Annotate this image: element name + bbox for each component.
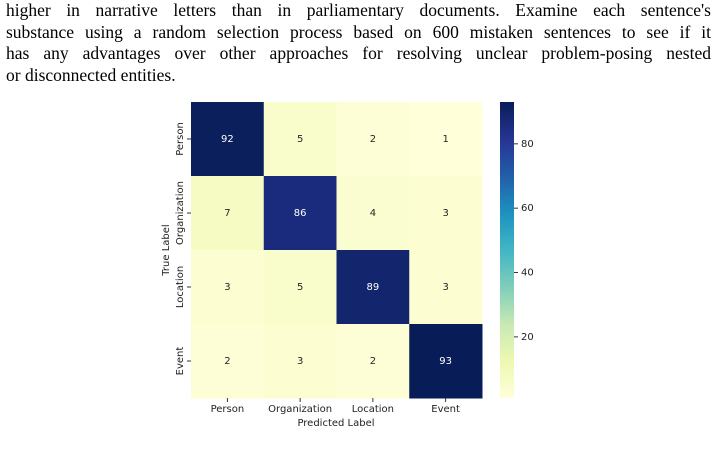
heatmap-cell <box>409 250 483 325</box>
heatmap-cell <box>263 324 337 399</box>
colorbar-tick-label: 60 <box>521 203 534 214</box>
y-tick-label: Person <box>175 122 186 156</box>
y-tick-label: Event <box>175 347 186 376</box>
heatmap-cell <box>191 324 265 399</box>
heatmap-cell <box>409 176 483 251</box>
heatmap-cell <box>191 102 265 177</box>
y-axis-label: True Label <box>161 224 172 276</box>
cell-label: 3 <box>442 282 448 293</box>
heatmap-cell <box>191 176 265 251</box>
heatmap-cell <box>409 324 483 399</box>
heatmap-cell <box>263 102 337 177</box>
cell-label: 86 <box>294 208 307 219</box>
text-line: has any advantages over other approaches… <box>6 43 711 63</box>
colorbar-tick-label: 80 <box>521 139 534 150</box>
cell-label: 5 <box>297 134 303 145</box>
text-line: higher in narrative letters than in parl… <box>6 0 711 20</box>
heatmap-cell <box>336 176 410 251</box>
heatmap-cell <box>409 102 483 177</box>
colorbar-tick-label: 40 <box>521 268 534 279</box>
heatmap-cell <box>336 102 410 177</box>
cell-label: 3 <box>297 356 303 367</box>
y-tick-label: Location <box>175 266 186 308</box>
cell-label: 92 <box>221 134 234 145</box>
text-line: or disconnected entities. <box>6 64 176 85</box>
paragraph: higher in narrative letters than in parl… <box>6 0 711 86</box>
cell-label: 4 <box>370 208 376 219</box>
heatmap-cell <box>336 250 410 325</box>
cell-label: 2 <box>224 356 230 367</box>
cell-label: 3 <box>442 208 448 219</box>
cell-label: 2 <box>370 356 376 367</box>
x-tick-label: Organization <box>268 404 332 415</box>
cell-label: 89 <box>367 282 380 293</box>
colorbar-tick-label: 20 <box>521 332 534 343</box>
heatmap-cell <box>263 176 337 251</box>
cell-label: 93 <box>439 356 452 367</box>
x-tick-label: Person <box>211 404 245 415</box>
cell-label: 7 <box>224 208 230 219</box>
x-tick-label: Event <box>431 404 460 415</box>
heatmap-cell <box>336 324 410 399</box>
colorbar <box>500 102 514 398</box>
cell-label: 5 <box>297 282 303 293</box>
text-line: substance using a random selection proce… <box>6 21 711 42</box>
cell-label: 2 <box>370 134 376 145</box>
x-axis-label: Predicted Label <box>297 418 374 429</box>
x-tick-label: Location <box>352 404 394 415</box>
heatmap-cell <box>263 250 337 325</box>
cell-label: 3 <box>224 282 230 293</box>
y-tick-label: Organization <box>175 181 186 245</box>
heatmap-cell <box>191 250 265 325</box>
cell-label: 1 <box>442 134 448 145</box>
